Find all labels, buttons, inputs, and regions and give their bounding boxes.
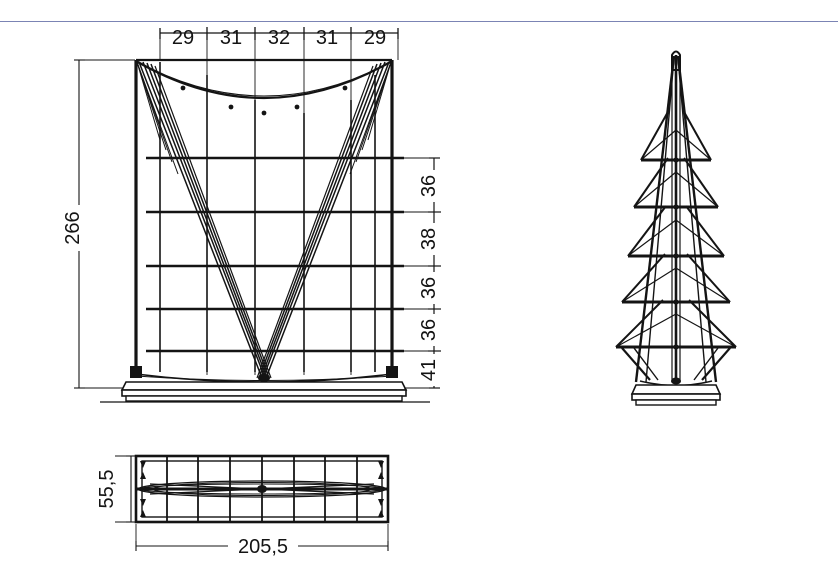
dim-label-overall-height: 266 (62, 211, 84, 244)
right-dimension-chain: 36 38 36 36 41 (404, 157, 446, 389)
header-rule (0, 21, 838, 22)
dim-label-top-1: 29 (172, 27, 194, 49)
dim-label-right-5: 41 (418, 359, 440, 381)
plan-width-dimension: 205,5 (135, 524, 389, 558)
dim-label-right-1: 36 (418, 175, 440, 197)
plan-view-geometry (134, 454, 390, 524)
dim-label-top-5: 29 (364, 27, 386, 49)
plan-height-dimension: 55,5 (96, 455, 136, 523)
front-view-geometry (100, 58, 430, 403)
dim-label-right-4: 36 (418, 319, 440, 341)
dim-label-plan-height: 55,5 (96, 470, 118, 509)
overall-height-dimension: 266 (62, 59, 135, 389)
dim-label-plan-width: 205,5 (238, 536, 288, 558)
side-view-base-plate (630, 384, 722, 406)
dim-label-top-2: 31 (220, 27, 242, 49)
dim-label-top-3: 32 (268, 27, 290, 49)
dim-label-right-3: 36 (418, 277, 440, 299)
dim-label-right-2: 38 (418, 228, 440, 250)
side-view-geometry (615, 50, 737, 406)
front-view-base-plate (120, 381, 408, 402)
dim-label-top-4: 31 (316, 27, 338, 49)
